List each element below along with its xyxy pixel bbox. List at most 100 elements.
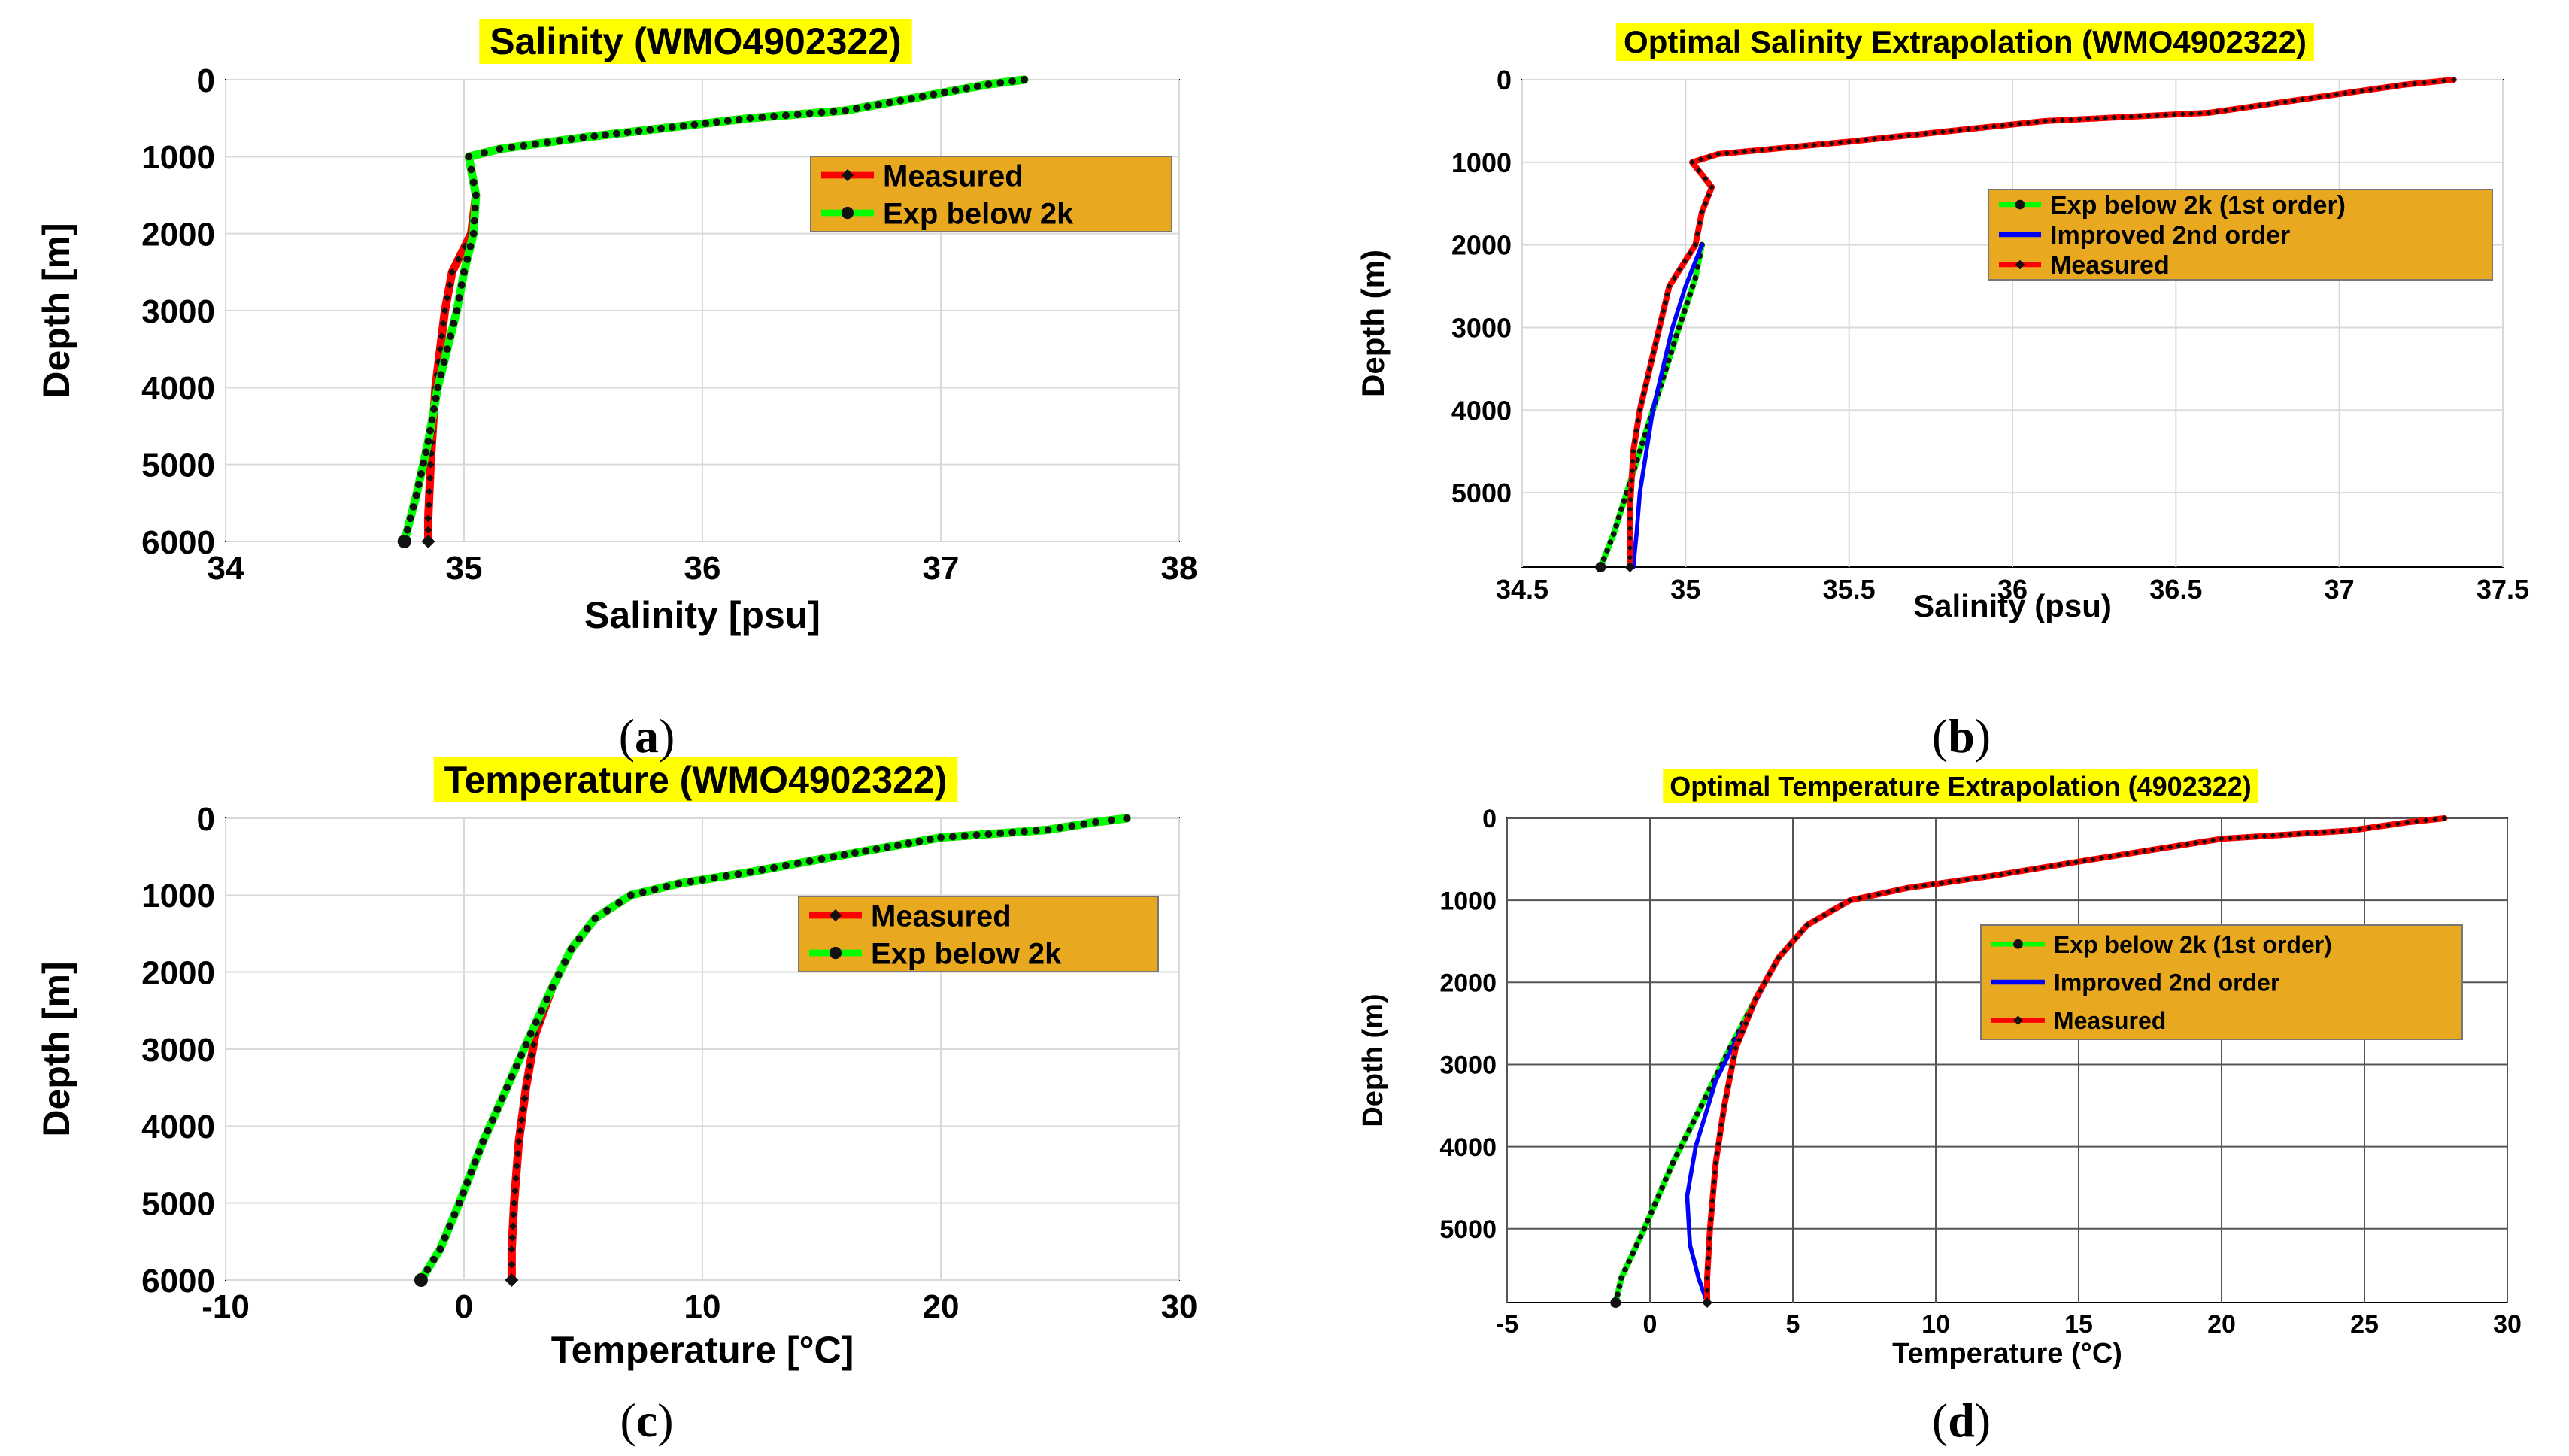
y-tick-label: 0: [197, 801, 215, 838]
y-tick-label: 2000: [141, 217, 215, 253]
data-point: [1955, 878, 1962, 884]
data-point: [2222, 107, 2229, 114]
data-point: [514, 1150, 522, 1158]
data-point: [1702, 1094, 1709, 1100]
data-point: [1639, 440, 1645, 447]
x-axis-label: Temperature (°C): [1892, 1338, 2122, 1370]
data-point: [1798, 928, 1805, 935]
data-point: [1711, 1178, 1718, 1185]
y-tick-label: 1000: [1439, 887, 1497, 915]
data-point: [1080, 820, 1088, 828]
data-point: [1999, 123, 2006, 129]
data-point: [1656, 324, 1663, 331]
data-point: [424, 438, 432, 445]
data-point: [1724, 150, 1730, 156]
data-point: [1695, 167, 1702, 174]
data-point: [2395, 821, 2401, 827]
data-point: [555, 137, 563, 145]
data-point: [538, 1006, 545, 1015]
data-point: [2421, 80, 2428, 86]
data-point: [1666, 283, 1673, 290]
data-point: [1687, 250, 1694, 256]
data-point-end: [421, 535, 435, 548]
data-point: [2334, 91, 2340, 98]
data-point: [1678, 1143, 1685, 1150]
data-point: [426, 426, 434, 435]
data-point: [1981, 874, 1988, 880]
legend-entry-label: Improved 2nd order: [2054, 969, 2280, 996]
x-tick-label: 15: [2064, 1310, 2093, 1339]
data-point: [1746, 1012, 1752, 1018]
data-point: [508, 143, 516, 151]
data-point: [2076, 116, 2083, 123]
data-point: [1802, 143, 1809, 149]
x-tick-label: 10: [1921, 1310, 1950, 1339]
panel-b: 34.5 35 35.5 36 36.5 37 37.5 0 1000 2000 3000 4000 5…: [1355, 23, 2529, 623]
legend-box: [1980, 924, 2463, 1040]
data-point: [2330, 828, 2337, 835]
legend-swatch-marker: [2015, 259, 2025, 270]
x-axis-label: Salinity (psu): [1913, 588, 2112, 623]
y-tick-label: 5000: [141, 447, 215, 484]
data-point: [2171, 111, 2177, 118]
data-point: [509, 1222, 517, 1230]
data-point: [1931, 129, 1937, 136]
data-point: [455, 293, 463, 302]
data-point: [1636, 448, 1643, 455]
legend-swatch-marker: [2013, 1015, 2023, 1025]
data-point: [583, 924, 591, 933]
data-point: [435, 358, 443, 366]
data-point: [1627, 516, 1633, 522]
y-tick-label: 0: [1497, 65, 1512, 96]
data-point: [465, 153, 473, 161]
data-point: [2116, 852, 2122, 858]
data-point: [1107, 816, 1115, 824]
data-point: [1044, 826, 1052, 834]
data-point: [2385, 83, 2391, 90]
x-tick-label: 20: [923, 1288, 960, 1325]
data-point: [461, 242, 469, 250]
data-point: [522, 1040, 530, 1048]
data-point: [1820, 141, 1826, 147]
data-point: [429, 1255, 438, 1263]
data-point: [2366, 824, 2373, 831]
data-point: [782, 111, 790, 120]
x-tick-label: 34.5: [1496, 574, 1548, 605]
data-point: [1733, 149, 1739, 156]
data-point: [663, 882, 671, 890]
data-point: [1776, 145, 1782, 152]
y-tick-label: 0: [197, 62, 215, 99]
data-point: [2240, 105, 2246, 111]
data-point: [1723, 1093, 1730, 1100]
x-tick-label: 38: [1161, 550, 1198, 587]
data-point: [1838, 902, 1845, 908]
data-point: [466, 242, 475, 250]
data-point: [612, 129, 620, 138]
data-point: [2042, 118, 2049, 124]
data-point: [450, 320, 458, 328]
data-point: [1676, 324, 1682, 331]
data-point: [758, 113, 766, 121]
data-point: [1828, 140, 1835, 147]
data-point: [1687, 291, 1693, 298]
data-point: [1676, 266, 1683, 273]
data-point: [1973, 875, 1979, 881]
data-point: [509, 1211, 517, 1218]
data-point: [1871, 135, 1878, 142]
data-point: [984, 80, 993, 89]
data-point: [1637, 1233, 1644, 1240]
data-point: [635, 127, 643, 135]
data-point: [1704, 1275, 1710, 1282]
data-point: [1607, 539, 1614, 545]
data-point: [567, 135, 575, 143]
chart-title: Optimal Temperature Extrapolation (49023…: [1670, 771, 2252, 802]
data-point: [441, 307, 449, 314]
data-point: [996, 829, 1005, 837]
data-point: [424, 526, 432, 534]
x-tick-label: 35.5: [1823, 574, 1876, 605]
data-point: [1710, 1188, 1716, 1194]
data-point: [1708, 1216, 1714, 1223]
data-point: [1690, 1119, 1697, 1125]
data-point: [1615, 514, 1622, 520]
data-point: [1922, 130, 1929, 137]
